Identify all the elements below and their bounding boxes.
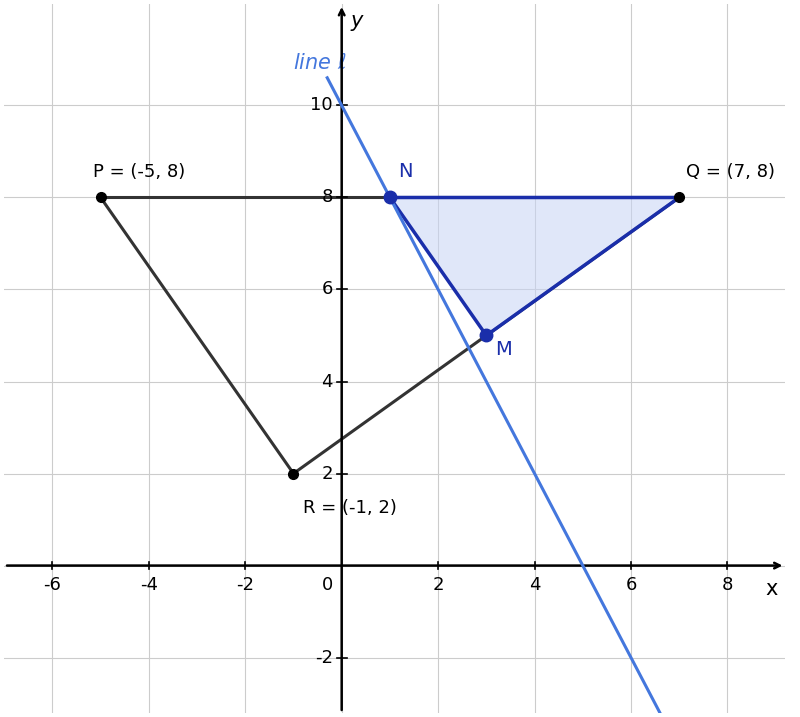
Text: y: y (350, 11, 362, 31)
Text: 6: 6 (322, 280, 333, 298)
Text: -2: -2 (315, 649, 333, 667)
Text: Q = (7, 8): Q = (7, 8) (686, 163, 775, 181)
Polygon shape (390, 197, 679, 336)
Text: 10: 10 (310, 96, 333, 115)
Text: line $\ell$: line $\ell$ (294, 53, 347, 73)
Text: 8: 8 (322, 189, 333, 206)
Text: 2: 2 (322, 465, 333, 483)
Text: P = (-5, 8): P = (-5, 8) (94, 163, 186, 181)
Text: 8: 8 (722, 576, 733, 594)
Text: -4: -4 (140, 576, 158, 594)
Text: x: x (766, 579, 778, 599)
Text: 4: 4 (529, 576, 540, 594)
Text: 4: 4 (322, 373, 333, 391)
Text: 2: 2 (432, 576, 444, 594)
Text: R = (-1, 2): R = (-1, 2) (303, 499, 397, 517)
Text: M: M (495, 340, 512, 359)
Text: -2: -2 (236, 576, 254, 594)
Text: 6: 6 (626, 576, 637, 594)
Text: N: N (398, 162, 413, 181)
Text: -6: -6 (43, 576, 62, 594)
Text: 0: 0 (322, 576, 333, 594)
